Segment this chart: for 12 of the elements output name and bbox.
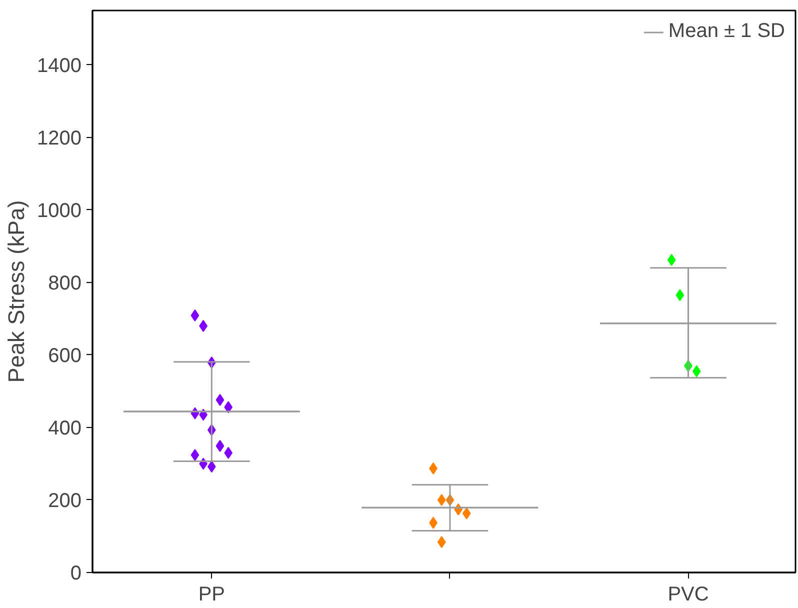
- y-tick-label: 1200: [37, 127, 82, 150]
- y-tick-label: 0: [70, 562, 82, 584]
- y-axis-title: Peak Stress (kPa): [3, 200, 30, 383]
- y-tick-label: 400: [48, 417, 82, 440]
- y-tick-label: 800: [48, 272, 82, 294]
- legend-label: Mean ± 1 SD: [668, 20, 785, 43]
- y-tick-label: 1400: [37, 54, 82, 77]
- x-tick-label: PVC: [668, 584, 709, 606]
- y-tick-label: 600: [48, 344, 82, 367]
- y-tick-label: 1000: [37, 200, 82, 222]
- y-tick-label: 200: [48, 490, 82, 512]
- x-tick-label: PP: [198, 584, 225, 606]
